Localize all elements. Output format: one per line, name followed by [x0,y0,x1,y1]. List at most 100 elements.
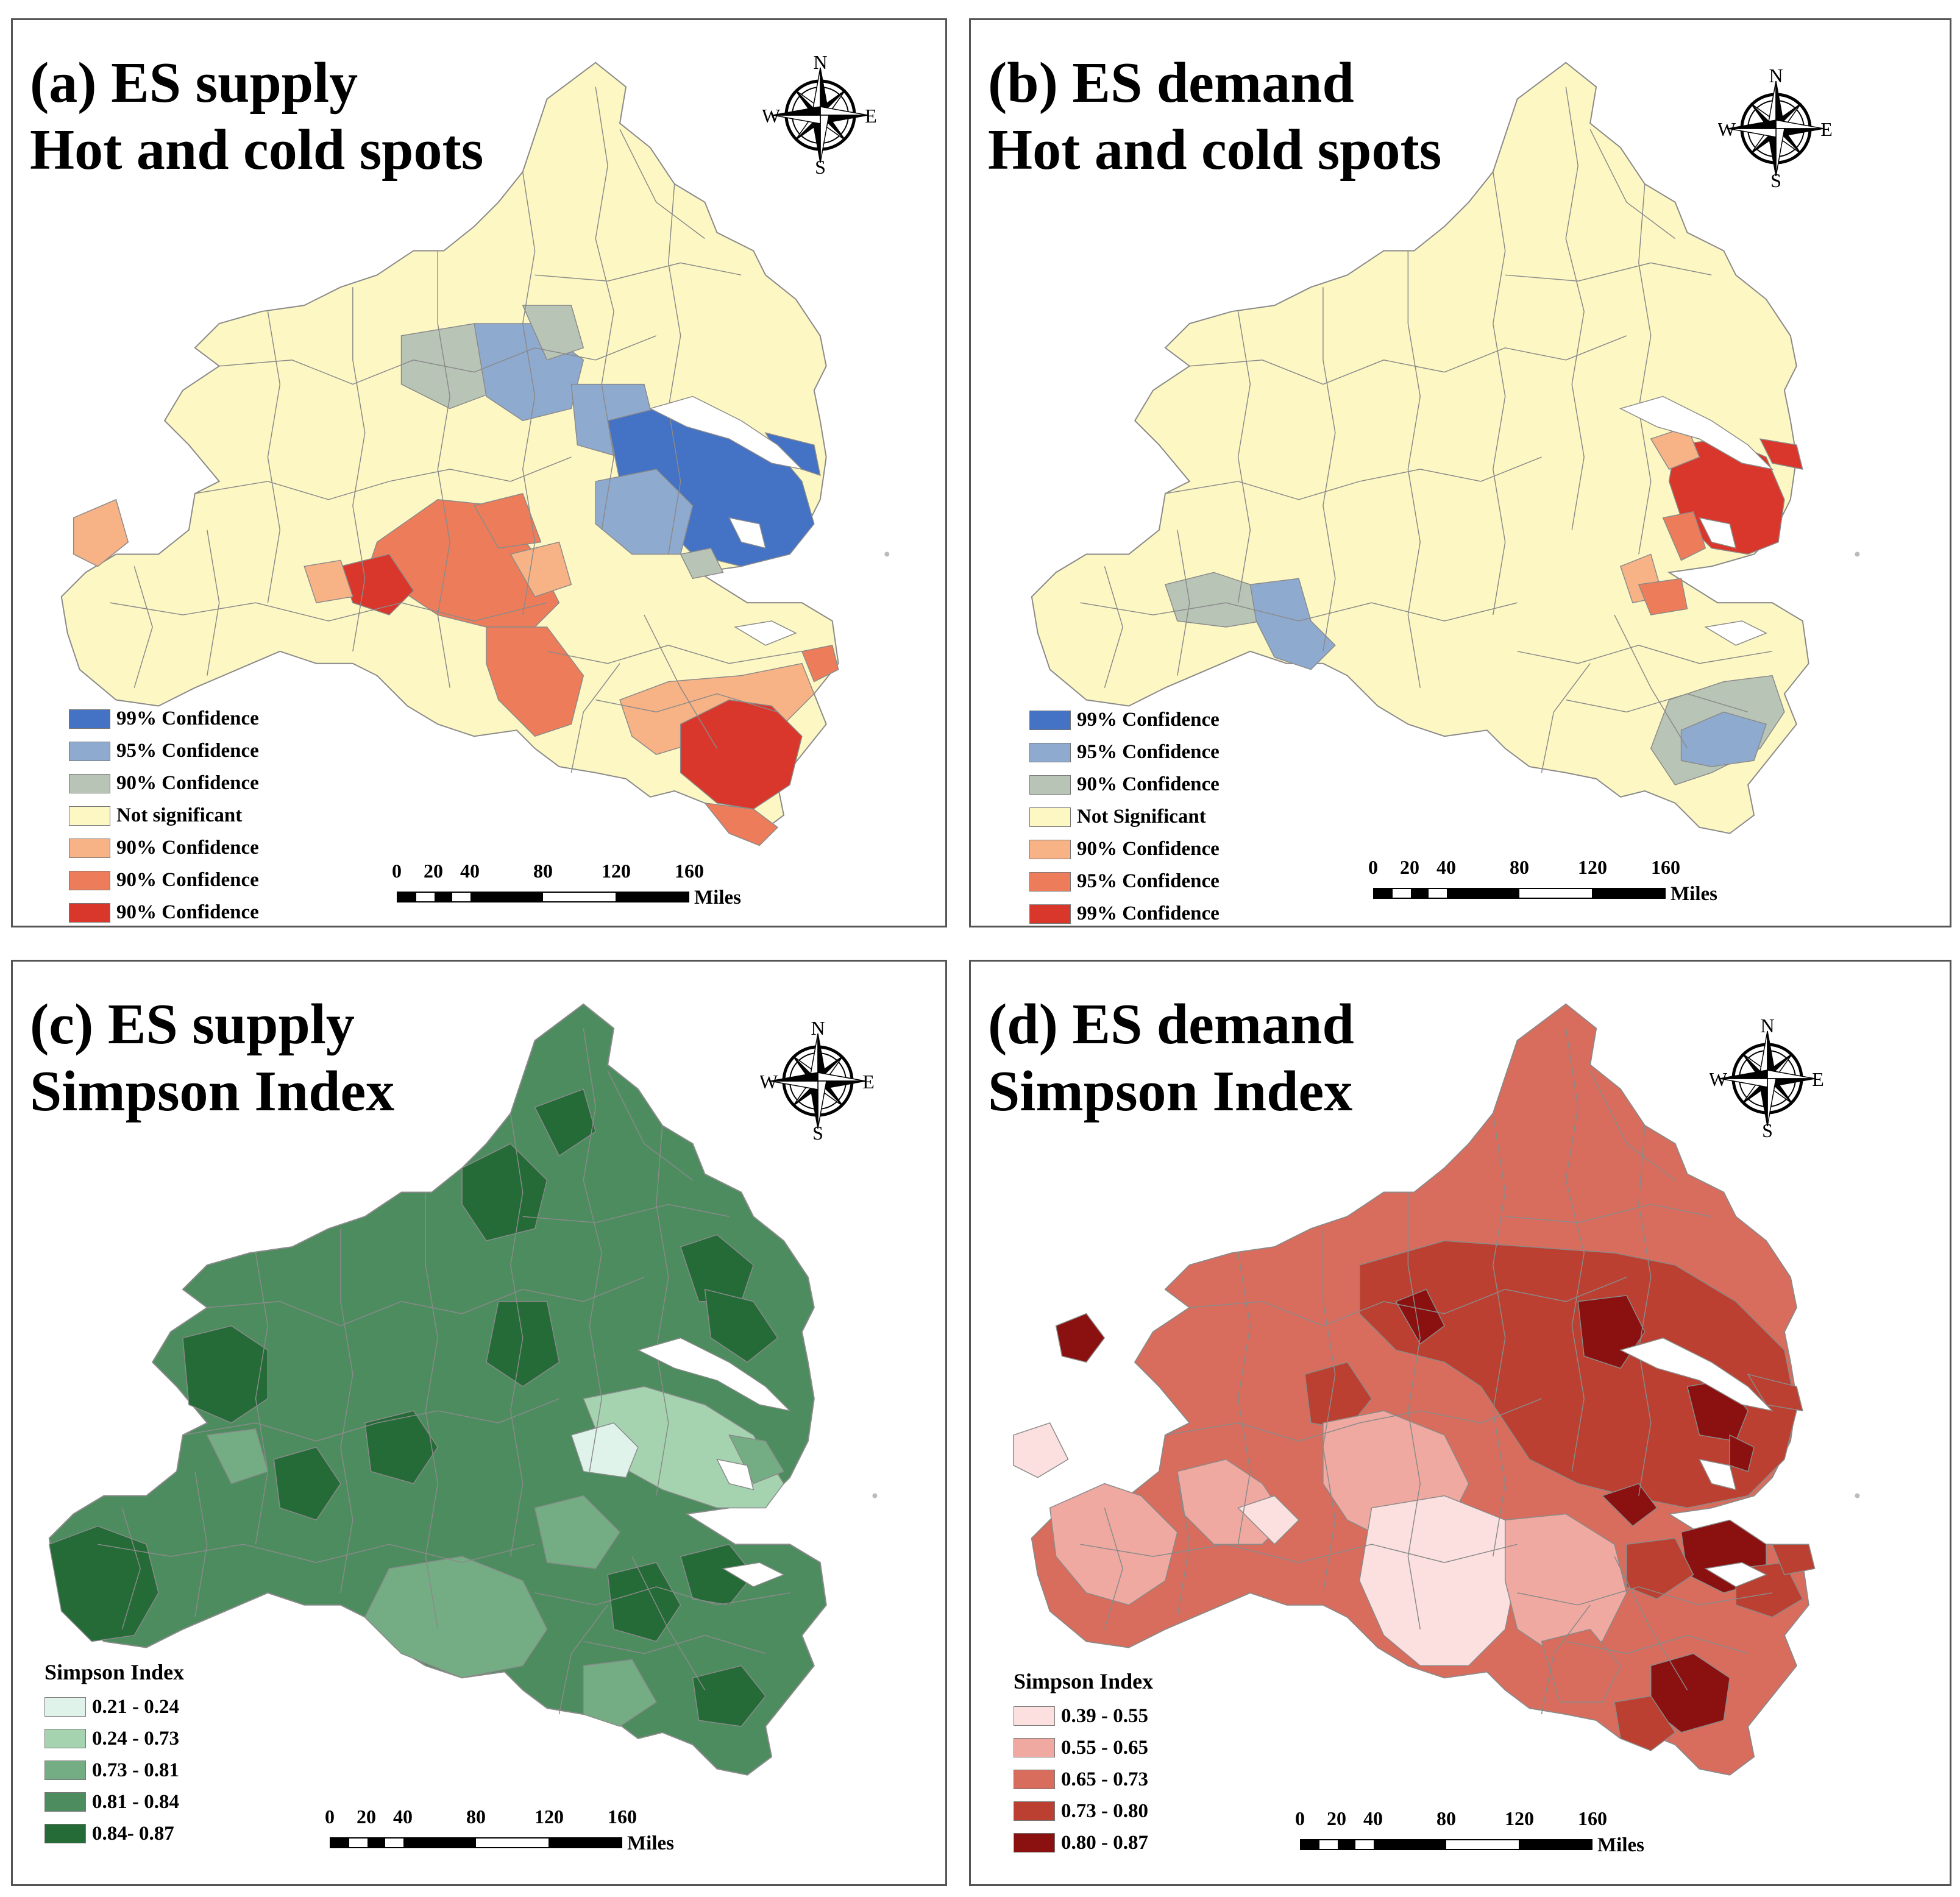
district-boundary [1080,1544,1518,1563]
scale-segment [476,1838,549,1847]
scale-segment [349,1838,367,1847]
compass-rose-icon: N S W E [759,1017,876,1144]
scale-segment [1374,889,1393,898]
panel-a-title: (a) ES supply Hot and cold spots [30,51,484,182]
district-boundary [1237,311,1251,603]
class-039-055-patch [1237,1495,1300,1545]
svg-text:E: E [865,105,877,127]
district-boundary [1104,1508,1123,1629]
island [884,551,890,557]
scale-units: Miles [1671,883,1717,905]
legend-swatch [1029,742,1071,762]
legend-swatch [1029,871,1071,892]
district-boundary [194,456,572,500]
water-body [722,1562,785,1587]
district-boundary [1493,1113,1506,1557]
class-073-081-patch [583,1659,657,1727]
svg-text:W: W [1718,118,1736,140]
hot-90-light-patch [304,559,353,603]
district-boundary [667,183,681,555]
legend-label: 90% Confidence [116,869,259,891]
legend-label: 99% Confidence [1077,902,1220,924]
legend-swatch [69,709,110,729]
district-boundary [352,287,366,651]
legend-swatch [1014,1770,1055,1789]
water-body [1704,1562,1767,1587]
district-boundary [644,614,718,749]
district-boundary [1541,1604,1591,1715]
scale-tick-label: 120 [1578,856,1607,878]
cold-90-patch [522,305,584,361]
class-084-087-patch [48,1525,159,1642]
district-boundary [1614,614,1688,749]
district-boundary [631,1556,706,1690]
scale-bar [1373,888,1666,899]
hot-90-mid-patch [486,626,584,737]
district-boundary [1589,129,1676,239]
legend-swatch [69,806,110,826]
legend-swatch [1029,904,1071,924]
scale-tick-label: 0 [1368,856,1378,878]
district-boundary [110,602,547,622]
district-boundary [1638,183,1652,555]
svg-text:W: W [762,105,781,127]
legend-label: 90% Confidence [116,901,259,923]
hot-90-mid-patch [801,644,839,683]
district-boundary [522,1204,730,1224]
scale-segment [1319,1840,1338,1849]
class-073-080-patch [1304,1361,1372,1430]
scale-segment [470,893,543,901]
class-080-087-patch [1055,1313,1106,1363]
scale-tick-label: 0 [392,860,402,882]
class-084-087-patch [364,1410,439,1484]
class-039-055-patch [1013,1422,1069,1478]
scale-segment [1355,1840,1374,1849]
legend-label: 0.39 - 0.55 [1061,1704,1148,1727]
svg-text:E: E [1812,1068,1824,1090]
legend-item: 0.80 - 0.87 [1014,1827,1153,1859]
district-boundary [1565,87,1585,530]
district-boundary [1104,566,1123,688]
legend-label: 99% Confidence [1077,709,1220,731]
cold-95-patch [1680,711,1767,767]
legend-swatch [44,1824,86,1843]
water-body [734,620,797,646]
scale-units: Miles [1597,1834,1644,1856]
map-a [60,62,890,846]
class-021-024-patch [570,1422,639,1478]
hot-90-mid-patch [703,802,779,846]
legend-b: 99% Confidence 95% Confidence 90% Confiden… [1029,704,1220,926]
scale-segment [1592,889,1664,898]
legend-item: Not Significant [1029,801,1220,833]
scale-tick-label: 40 [460,860,480,882]
water-body [648,395,804,470]
water-body [1619,395,1774,470]
district-boundary [1189,335,1627,385]
scale-tick-label: 20 [1400,856,1419,878]
class-073-080-patch [1747,1374,1803,1412]
legend-item: 0.81 - 0.84 [44,1786,184,1818]
legend-swatch [1029,775,1071,795]
cold-90-patch [680,547,724,580]
class-080-087-patch [1601,1483,1658,1527]
district-boundary [1505,262,1712,282]
panel-b-demand-hotspots: (b) ES demand Hot and cold spots N S W E 99… [969,18,1951,927]
district-boundary [1177,1471,1190,1617]
district-boundary [1541,663,1591,773]
legend-label: 95% Confidence [1077,741,1220,763]
district-boundary [425,1192,439,1629]
water-body [636,1337,792,1412]
legend-swatch [69,870,110,890]
district-boundary [1505,1204,1712,1224]
district-boundary [1566,1634,1749,1654]
class-084-087-patch [182,1325,269,1424]
class-084-087-patch [680,1544,755,1606]
class-080-087-patch [1395,1288,1446,1345]
district-boundary [1323,287,1336,651]
svg-text:N: N [1760,1018,1774,1037]
district-boundary [522,171,536,615]
legend-label: 99% Confidence [116,707,259,729]
district-boundary [1189,1277,1627,1327]
legend-item: 90% Confidence [1029,833,1220,865]
scale-segment [1519,889,1592,898]
